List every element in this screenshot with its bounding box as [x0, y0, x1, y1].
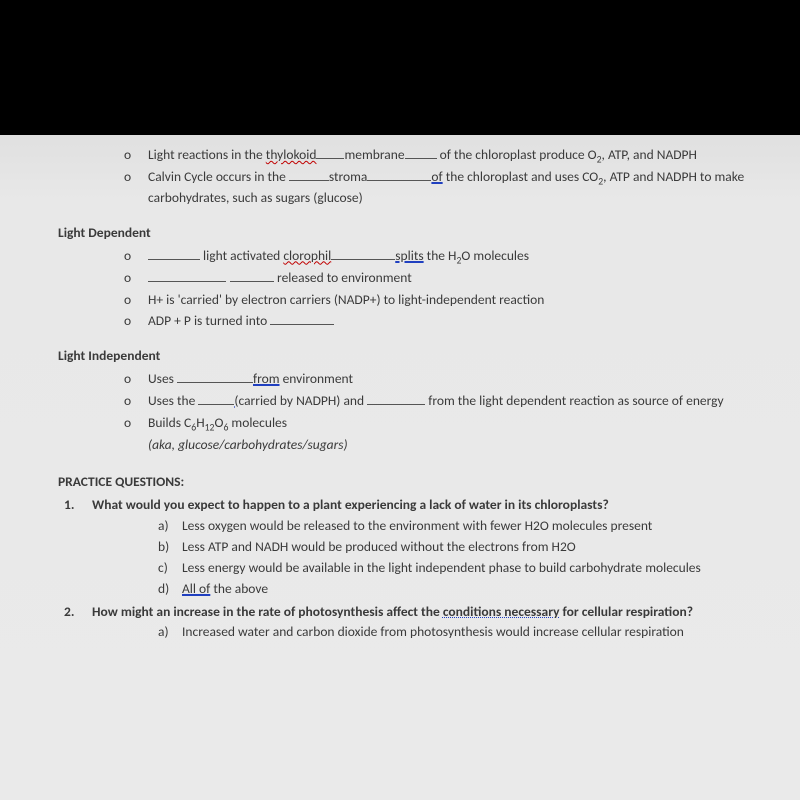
blank-field [367, 167, 431, 181]
q1-text: What would you expect to happen to a pla… [92, 495, 760, 516]
answer-text: Less ATP and NADH would be produced with… [182, 537, 760, 558]
blank-field [316, 146, 344, 160]
answer-letter: a) [158, 516, 182, 537]
circle-bullet-icon: o [122, 413, 148, 434]
circle-bullet-icon: o [122, 167, 148, 188]
answer-letter: b) [158, 537, 182, 558]
worksheet-page: o Light reactions in the thylokoidmembra… [0, 135, 800, 800]
circle-bullet-icon: o [122, 145, 148, 166]
q2-text: How might an increase in the rate of pho… [92, 602, 760, 623]
practice-heading: PRACTICE QUESTIONS: [58, 472, 760, 493]
answer-option: a)Increased water and carbon dioxide fro… [158, 622, 760, 643]
blank-field [289, 167, 329, 181]
list-item-text: ADP + P is turned into [148, 311, 760, 332]
answer-text: Increased water and carbon dioxide from … [182, 622, 760, 643]
answer-option: a)Less oxygen would be released to the e… [158, 516, 760, 537]
circle-bullet-icon: o [122, 268, 148, 289]
list-item: o light activated clorophilsplits the H2… [122, 246, 760, 267]
circle-bullet-icon: o [122, 311, 148, 332]
circle-bullet-icon: o [122, 391, 148, 412]
answer-letter: a) [158, 622, 182, 643]
answer-letter: c) [158, 558, 182, 579]
list-item: o released to environment [122, 268, 760, 289]
light-independent-heading: Light Independent [58, 346, 760, 367]
list-item-text: Uses the (carried by NADPH) and from the… [148, 391, 760, 412]
intro-bullet-1-text: Light reactions in the thylokoidmembrane… [148, 145, 760, 166]
light-independent-list: oUses from environmentoUses the (carried… [116, 369, 760, 434]
aka-line: (aka, glucose/carbohydrates/sugars) [122, 435, 760, 456]
list-item-text: Builds C6H12O6 molecules [148, 413, 760, 434]
list-item-text: H+ is 'carried' by electron carriers (NA… [148, 290, 760, 311]
blank-field [405, 146, 437, 160]
list-item: oH+ is 'carried' by electron carriers (N… [122, 290, 760, 311]
question-1: 1. What would you expect to happen to a … [64, 495, 760, 516]
answer-option: d)All of the above [158, 579, 760, 600]
list-item: oUses from environment [122, 369, 760, 390]
list-item: oBuilds C6H12O6 molecules [122, 413, 760, 434]
light-dependent-list: o light activated clorophilsplits the H2… [116, 246, 760, 333]
circle-bullet-icon: o [122, 290, 148, 311]
answer-text: Less energy would be available in the li… [182, 558, 760, 579]
q1-number: 1. [64, 495, 92, 516]
light-dependent-heading: Light Dependent [58, 223, 760, 244]
aka-text: (aka, glucose/carbohydrates/sugars) [148, 435, 760, 456]
answer-letter: d) [158, 579, 182, 600]
circle-bullet-icon: o [122, 369, 148, 390]
answer-text: All of the above [182, 579, 760, 600]
list-item: oUses the (carried by NADPH) and from th… [122, 391, 760, 412]
question-2: 2. How might an increase in the rate of … [64, 602, 760, 623]
list-item-text: Uses from environment [148, 369, 760, 390]
list-item: oADP + P is turned into [122, 311, 760, 332]
q2-number: 2. [64, 602, 92, 623]
answer-text: Less oxygen would be released to the env… [182, 516, 760, 537]
intro-bullet-1: o Light reactions in the thylokoidmembra… [122, 145, 760, 166]
intro-bullet-2-text: Calvin Cycle occurs in the stromaof the … [148, 167, 760, 209]
list-item-text: released to environment [148, 268, 760, 289]
text-fragment: of the chloroplast produce O2, ATP, and … [437, 146, 697, 163]
intro-bullet-2: o Calvin Cycle occurs in the stromaof th… [122, 167, 760, 209]
circle-bullet-icon: o [122, 246, 148, 267]
list-item-text: light activated clorophilsplits the H2O … [148, 246, 760, 267]
answer-option: b)Less ATP and NADH would be produced wi… [158, 537, 760, 558]
q2-answers: a)Increased water and carbon dioxide fro… [116, 622, 760, 643]
answer-option: c)Less energy would be available in the … [158, 558, 760, 579]
q1-answers: a)Less oxygen would be released to the e… [116, 516, 760, 600]
